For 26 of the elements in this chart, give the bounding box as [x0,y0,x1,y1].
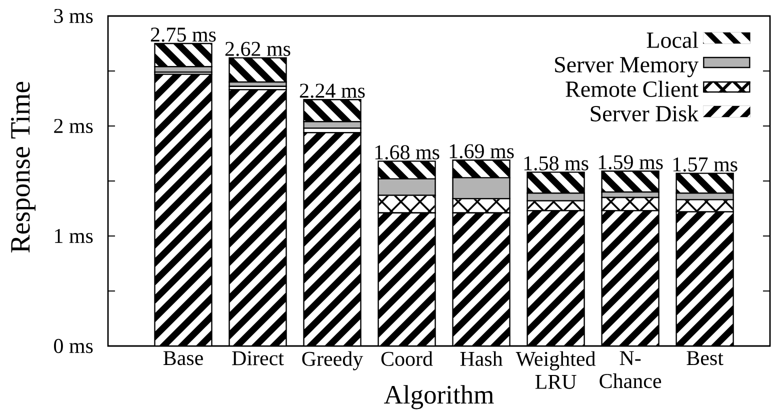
x-axis-title: Algorithm [384,385,494,410]
x-tick-label: Coord [381,351,433,366]
legend-label: Local [646,32,698,48]
x-tick-label: Base [163,351,203,366]
x-tick-label: N-Chance [600,351,662,388]
x-tick-label: Direct [232,351,284,366]
legend-label: Server Disk [590,105,699,122]
x-tick-label: Greedy [302,351,364,370]
y-tick-label: 3 ms [54,8,93,24]
total-label: 1.59 ms [598,155,663,170]
y-axis-title: Response Time [11,82,36,253]
y-tick-label: 0 ms [54,338,93,354]
total-label: 1.69 ms [450,144,514,158]
legend-label: Remote Client [566,80,698,97]
total-label: 2.62 ms [225,42,290,56]
x-tick-label: Hash [460,351,503,366]
total-label: 2.24 ms [300,84,365,98]
total-label: 1.58 ms [524,156,588,170]
y-tick-label: 1 ms [55,228,93,244]
total-label: 1.68 ms [375,145,440,160]
total-label: 1.57 ms [673,157,738,172]
x-tick-label: Weighted LRU [516,351,596,389]
legend-label: Server Memory [555,57,698,78]
x-tick-label: Best [686,351,724,366]
y-tick-label: 2 ms [54,118,93,134]
total-label: 2.75 ms [150,28,216,42]
